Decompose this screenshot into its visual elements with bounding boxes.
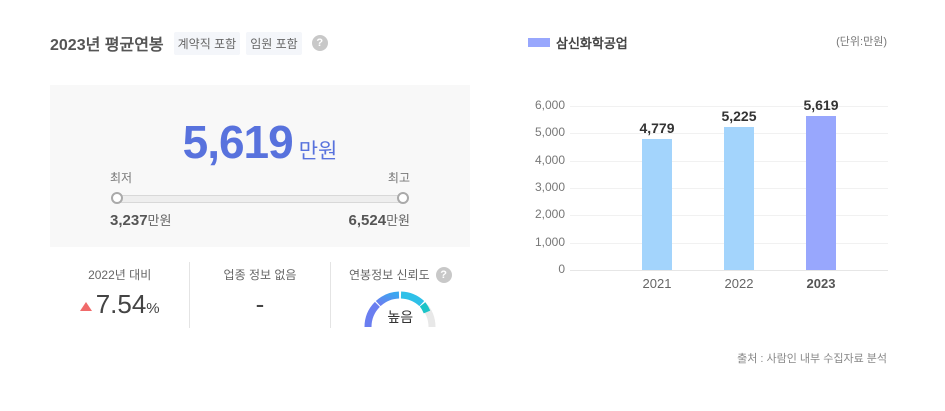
industry-value: -	[255, 289, 265, 319]
salary-summary: 5,619 만원 최저 최고 3,237만원 6,524만원	[50, 85, 470, 247]
bar-2023[interactable]	[806, 116, 836, 270]
gridline	[570, 270, 888, 271]
tag-executive: 임원 포함	[246, 31, 302, 55]
y-tick-label: 6,000	[534, 98, 565, 112]
tag-contract: 계약직 포함	[173, 31, 241, 55]
min-label: 최저	[110, 171, 133, 185]
x-tick-label: 2021	[642, 276, 672, 291]
max-salary-value: 6,524	[348, 212, 387, 229]
reliability-value: 높음	[387, 309, 414, 325]
gridline	[570, 106, 888, 107]
range-min-handle	[111, 192, 123, 204]
range-max-handle	[397, 192, 409, 204]
gauge-arc-icon	[364, 291, 436, 328]
reliability-gauge: 높음	[363, 290, 437, 328]
reliability-label: 연봉정보 신뢰도	[349, 268, 430, 282]
y-tick-label: 3,000	[534, 180, 565, 194]
page-title: 2023년 평균연봉	[50, 37, 164, 54]
max-salary-unit: 만원	[386, 213, 410, 228]
legend-swatch	[528, 38, 550, 47]
help-icon[interactable]: ?	[435, 266, 452, 283]
y-tick-label: 1,000	[534, 234, 565, 249]
average-salary: 5,619 만원	[50, 115, 470, 169]
yoy-unit: %	[146, 300, 160, 317]
min-salary: 3,237만원	[110, 210, 171, 229]
stat-yoy: 2022년 대비 7.54%	[50, 262, 189, 328]
bar-2022[interactable]	[724, 127, 754, 270]
salary-chart: 삼신화학공업 (단위:만원) 0 1,000 2,000 3,000 4,000 5,00…	[515, 0, 895, 411]
unit-label: (단위:만원)	[836, 36, 887, 48]
min-salary-unit: 만원	[147, 213, 172, 228]
salary-range-track	[116, 195, 404, 203]
x-tick-label: 2023	[806, 276, 836, 291]
legend-label: 삼신화학공업	[556, 36, 628, 51]
y-tick-label: 4,000	[534, 152, 565, 167]
up-arrow-icon	[79, 301, 92, 311]
y-tick-label: 0	[558, 262, 565, 276]
y-tick-label: 2,000	[534, 207, 565, 222]
industry-label: 업종 정보 없음	[223, 268, 297, 282]
max-salary: 6,524만원	[349, 210, 410, 229]
bar-value-label: 4,779	[639, 120, 675, 137]
yoy-label: 2022년 대비	[88, 268, 152, 282]
max-label: 최고	[387, 171, 410, 185]
source-note: 출처 : 사람인 내부 수집자료 분석	[737, 353, 887, 365]
header: 2023년 평균연봉 계약직 포함 임원 포함 ?	[50, 31, 328, 55]
reliability-label-row: 연봉정보 신뢰도 ?	[331, 266, 470, 283]
x-tick-label: 2022	[724, 276, 754, 291]
yoy-number: 7.54	[95, 289, 147, 319]
help-icon[interactable]: ?	[311, 35, 328, 51]
chart-legend: 삼신화학공업	[528, 33, 628, 52]
average-salary-unit: 만원	[298, 140, 338, 163]
bar-value-label: 5,225	[721, 108, 757, 125]
yoy-value: 7.54%	[50, 289, 189, 320]
bar-2021[interactable]	[642, 139, 672, 270]
bar-value-label: 5,619	[803, 97, 839, 114]
average-salary-value: 5,619	[182, 116, 294, 168]
stats-row: 2022년 대비 7.54% 업종 정보 없음 - 연봉정보 신뢰도 ?	[50, 262, 470, 328]
y-tick-label: 5,000	[534, 125, 565, 140]
stat-reliability: 연봉정보 신뢰도 ? 높음	[329, 262, 470, 328]
min-salary-value: 3,237	[110, 212, 148, 229]
stat-industry: 업종 정보 없음 -	[189, 262, 329, 328]
